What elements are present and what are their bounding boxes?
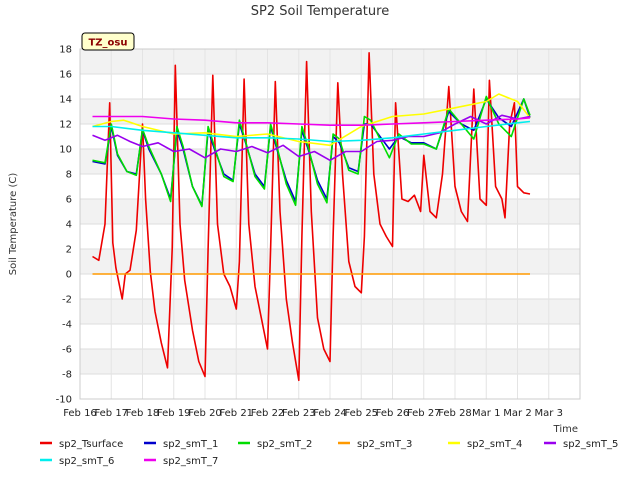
tz-badge-label: TZ_osu (88, 38, 127, 49)
series-line-sp2_smT_4 (92, 93, 531, 147)
y-tick-label: 14 (59, 95, 72, 106)
x-tick-label: Feb 19 (157, 408, 191, 419)
series-line-sp2_smT_2 (92, 95, 531, 208)
x-tick-label: Mar 3 (535, 408, 563, 419)
legend-label: sp2_smT_3 (357, 439, 412, 450)
x-tick-label: Feb 27 (407, 408, 441, 419)
y-tick-label: 10 (59, 145, 72, 156)
legend-label: sp2_smT_4 (467, 439, 522, 450)
legend-label: sp2_smT_2 (257, 439, 312, 450)
x-tick-label: Feb 28 (438, 408, 472, 419)
y-tick-label: -2 (62, 295, 72, 306)
x-tick-label: Feb 22 (251, 408, 285, 419)
x-tick-label: Mar 1 (472, 408, 500, 419)
legend-label: sp2_smT_1 (163, 439, 218, 450)
series-line-sp2_smT_6 (92, 120, 531, 143)
x-tick-label: Feb 26 (376, 408, 410, 419)
tz-badge-box (81, 32, 135, 51)
y-axis-label: Soil Temperature (C) (8, 173, 19, 276)
y-tick-label: -8 (62, 370, 72, 381)
x-tick-label: Feb 20 (188, 408, 222, 419)
x-tick-label: Feb 16 (63, 408, 97, 419)
y-tick-label: 18 (59, 45, 72, 56)
legend-label: sp2_Tsurface (59, 439, 123, 450)
y-tick-label: 16 (59, 70, 72, 81)
x-tick-label: Mar 2 (503, 408, 531, 419)
legend-label: sp2_smT_6 (59, 456, 114, 467)
series-line-sp2_smT_5 (92, 114, 531, 162)
x-tick-label: Feb 24 (313, 408, 347, 419)
series-line-sp2_Tsurface (92, 51, 531, 382)
y-tick-label: -6 (62, 345, 72, 356)
legend-label: sp2_smT_7 (163, 456, 218, 467)
tz-badge: TZ_osu (81, 32, 135, 51)
y-axis-ticks: -10 -8 -6 -4 -2 0 2 4 6 8 10 12 14 16 18 (56, 45, 72, 406)
y-tick-label: 4 (66, 220, 72, 231)
x-tick-label: Feb 23 (282, 408, 316, 419)
series-line-sp2_smT_7 (92, 115, 531, 126)
y-tick-label: 8 (66, 170, 72, 181)
x-tick-label: Feb 25 (344, 408, 378, 419)
plot-frame (79, 48, 581, 400)
chart-title: SP2 Soil Temperature (251, 4, 389, 19)
series-layer (92, 51, 531, 382)
x-tick-label: Feb 18 (126, 408, 160, 419)
legend: sp2_Tsurface sp2_smT_1 sp2_smT_2 sp2_smT_3 s… (40, 439, 618, 467)
x-tick-label: Feb 21 (219, 408, 253, 419)
y-tick-label: -4 (62, 320, 72, 331)
y-tick-label: 6 (66, 195, 72, 206)
y-tick-label: 2 (66, 245, 72, 256)
legend-label: sp2_smT_5 (563, 439, 618, 450)
y-tick-label: 12 (59, 120, 72, 131)
x-axis-label: Time (553, 424, 578, 435)
y-tick-label: -10 (56, 395, 72, 406)
x-tick-label: Feb 17 (94, 408, 128, 419)
y-tick-label: 0 (66, 270, 72, 281)
